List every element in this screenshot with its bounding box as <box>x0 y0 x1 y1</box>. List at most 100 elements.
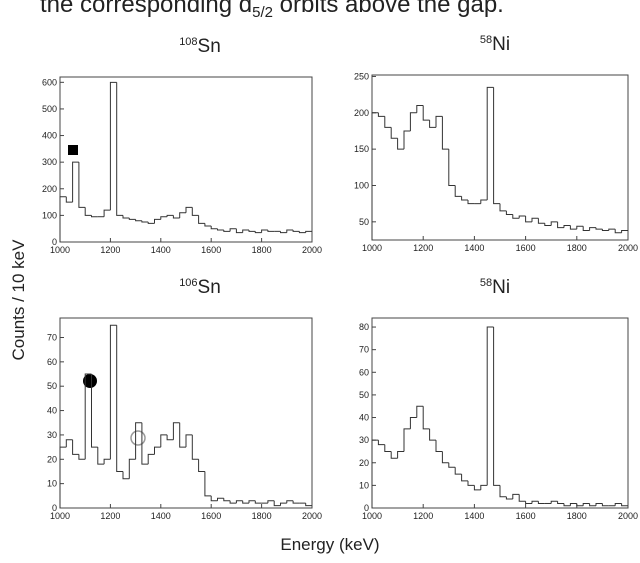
histogram-bin <box>390 127 398 139</box>
histogram-bin <box>621 230 628 233</box>
histogram-bin <box>217 228 224 231</box>
header-subscript: 5/2 <box>252 4 273 21</box>
histogram-bin <box>429 120 436 128</box>
y-tick-label: 500 <box>42 104 57 114</box>
plot-frame <box>59 317 313 509</box>
histogram-bin <box>486 86 494 201</box>
histogram-bin <box>493 87 500 205</box>
histogram-bin <box>72 161 79 203</box>
histogram-bin <box>569 225 577 230</box>
header-text: the corresponding d5/2 orbits above the … <box>40 0 504 21</box>
panel-title: 108Sn <box>179 36 221 57</box>
histogram-bin <box>135 422 142 460</box>
histogram-bin <box>273 500 281 507</box>
histogram-bin <box>557 501 564 504</box>
histogram-bin <box>601 229 609 232</box>
x-tick-label: 1600 <box>201 245 221 255</box>
histogram-bin <box>286 500 294 504</box>
y-tick-label: 50 <box>47 381 57 391</box>
histogram-bin <box>461 196 468 201</box>
histogram-bin <box>537 501 545 504</box>
histogram-bin <box>116 82 123 216</box>
x-tick-label: 1200 <box>100 245 120 255</box>
histogram-bin <box>480 199 488 204</box>
histogram-bin <box>128 458 136 479</box>
y-tick-label: 600 <box>42 77 57 87</box>
histogram-bin <box>621 503 628 507</box>
panel-title: 58Ni <box>480 34 510 55</box>
y-tick-label: 20 <box>359 458 369 468</box>
histogram-bin <box>441 116 449 150</box>
histogram-bin <box>557 221 564 229</box>
y-tick-label: 0 <box>364 503 369 513</box>
histogram-bin <box>198 459 205 472</box>
histogram-bin <box>141 220 149 223</box>
histogram-bin <box>185 206 193 213</box>
histogram-bin <box>65 439 73 448</box>
x-tick-label: 1800 <box>567 511 587 521</box>
histogram-bin <box>204 223 212 227</box>
marker-open-circle <box>130 430 146 446</box>
histogram-bin <box>185 434 193 448</box>
histogram-bin <box>550 500 558 504</box>
histogram-bin <box>122 215 130 219</box>
histogram-bin <box>286 229 294 233</box>
histogram-bin <box>160 216 168 220</box>
histogram-bin <box>179 422 186 448</box>
histogram-bin <box>371 112 379 240</box>
histogram-bin <box>601 503 609 507</box>
histogram-bin <box>486 326 494 486</box>
histogram-bin <box>179 212 186 219</box>
histogram-bin <box>518 494 526 502</box>
x-tick-label: 1200 <box>413 243 433 253</box>
y-tick-label: 0 <box>52 237 57 247</box>
histogram-bin <box>248 230 256 232</box>
histogram-bin <box>198 215 205 224</box>
histogram-bin <box>154 218 161 224</box>
histogram-bin <box>78 454 86 460</box>
x-tick-label: 2000 <box>618 511 638 521</box>
y-tick-label: 60 <box>47 357 57 367</box>
histogram-bin <box>154 446 161 455</box>
histogram-bin <box>292 230 300 232</box>
title-element: Ni <box>492 34 510 55</box>
y-tick-label: 10 <box>359 480 369 490</box>
title-mass: 58 <box>480 34 492 46</box>
x-tick-label: 1800 <box>567 243 587 253</box>
histogram-bin <box>261 229 268 233</box>
histogram-bin <box>499 485 507 498</box>
histogram-bin <box>210 226 218 230</box>
histogram-bin <box>204 471 212 497</box>
histogram-bin <box>409 417 417 429</box>
y-tick-label: 30 <box>359 435 369 445</box>
histogram-bin <box>448 462 456 468</box>
histogram-bin <box>473 485 481 491</box>
histogram-bin <box>65 196 73 203</box>
x-tick-label: 1000 <box>50 511 70 521</box>
histogram-bin <box>305 230 312 233</box>
histogram-bin <box>217 497 224 501</box>
histogram-bin <box>448 149 456 186</box>
histogram-bin <box>371 439 379 508</box>
y-tick-label: 20 <box>47 454 57 464</box>
title-mass: 106 <box>179 277 197 289</box>
y-tick-label: 150 <box>354 144 369 154</box>
histogram-bin <box>103 458 111 465</box>
histogram-bin <box>242 500 249 504</box>
x-tick-label: 1400 <box>151 511 171 521</box>
histogram-bin <box>166 434 174 441</box>
histogram-bin <box>518 215 526 219</box>
x-tick-label: 1800 <box>252 511 272 521</box>
histogram-bin <box>267 230 275 232</box>
histogram-bin <box>267 500 275 504</box>
histogram-bin <box>229 500 237 504</box>
histogram-bin <box>280 231 287 234</box>
y-tick-label: 60 <box>359 367 369 377</box>
histogram-bin <box>403 428 411 452</box>
histogram-bin <box>563 224 571 228</box>
histogram-bin <box>254 231 262 234</box>
histogram-bin <box>505 210 513 216</box>
plot-frame <box>371 317 629 509</box>
x-tick-label: 1000 <box>362 511 382 521</box>
histogram-bin <box>397 138 404 150</box>
